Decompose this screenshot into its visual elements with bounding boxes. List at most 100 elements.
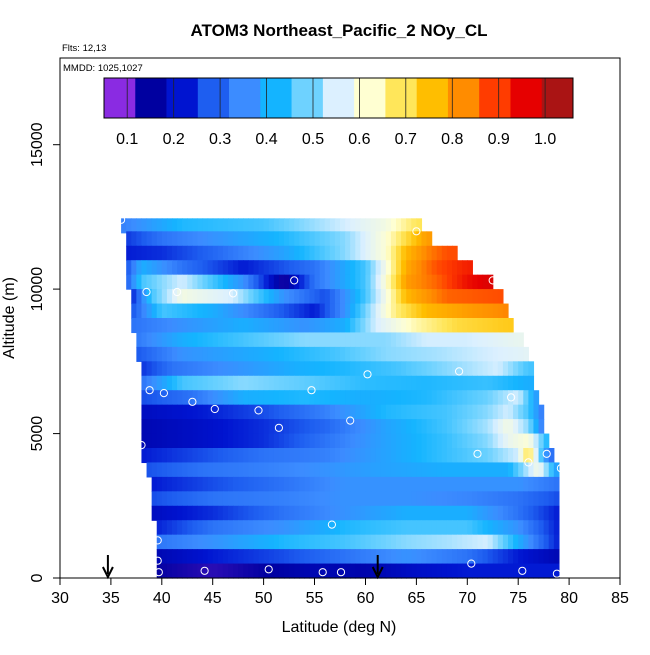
heatmap-cell (365, 289, 372, 305)
heatmap-cell (390, 419, 397, 435)
heatmap-cell (487, 274, 494, 290)
heatmap-cell (324, 361, 331, 377)
heatmap-cell (528, 390, 535, 406)
heatmap-cell (431, 245, 438, 261)
heatmap-cell (380, 549, 387, 565)
heatmap-cell (156, 289, 163, 305)
heatmap-cell (202, 549, 209, 565)
heatmap-cell (401, 318, 407, 334)
heatmap-cell (538, 419, 545, 435)
heatmap-cell (238, 260, 244, 276)
heatmap-cell (197, 433, 204, 449)
heatmap-cell (289, 505, 295, 521)
heatmap-cell (401, 231, 407, 247)
heatmap-cell (182, 332, 188, 348)
heatmap-cell (228, 505, 234, 521)
heatmap-cell (202, 534, 209, 550)
heatmap-cell (187, 534, 193, 550)
heatmap-cell (222, 375, 229, 391)
heatmap-cell (385, 375, 392, 391)
heatmap-cell (329, 404, 336, 420)
heatmap-cell (467, 332, 473, 348)
heatmap-cell (477, 462, 484, 478)
heatmap-cell (467, 318, 473, 334)
heatmap-cell (273, 218, 280, 234)
heatmap-cell (187, 346, 193, 362)
observation-point (507, 393, 516, 402)
heatmap-cell (253, 563, 260, 579)
heatmap-cell (212, 260, 219, 276)
heatmap-cell (421, 505, 428, 521)
heatmap-cell (345, 303, 351, 319)
heatmap-cell (396, 375, 402, 391)
heatmap-cell (177, 303, 183, 319)
heatmap-cell (360, 433, 367, 449)
heatmap-cell (299, 346, 305, 362)
heatmap-cell (299, 520, 305, 536)
heatmap-cell (446, 375, 453, 391)
heatmap-cell (502, 303, 509, 319)
heatmap-cell (492, 404, 499, 420)
heatmap-cell (166, 520, 173, 536)
observation-points (117, 215, 566, 578)
heatmap-cell (421, 476, 428, 492)
heatmap-cell (222, 332, 229, 348)
heatmap-cell (538, 404, 545, 420)
heatmap-cell (380, 505, 387, 521)
heatmap-cell (502, 491, 509, 507)
heatmap-cell (508, 404, 514, 420)
heatmap-cell (462, 563, 468, 579)
heatmap-cell (355, 433, 361, 449)
heatmap-cell (324, 534, 331, 550)
heatmap-cell (182, 274, 188, 290)
heatmap-cell (416, 303, 423, 319)
heatmap-cell (441, 274, 448, 290)
heatmap-cell (543, 520, 550, 536)
heatmap-cell (187, 289, 193, 305)
heatmap-cell (309, 520, 316, 536)
heatmap-cell (477, 361, 484, 377)
heatmap-cell (192, 231, 199, 247)
heatmap-cell (492, 491, 499, 507)
heatmap-cell (324, 520, 331, 536)
heatmap-cell (350, 419, 356, 435)
heatmap-cell (304, 260, 311, 276)
heatmap-cell (182, 318, 188, 334)
heatmap-cell (228, 419, 234, 435)
heatmap-cell (492, 289, 499, 305)
heatmap-cell (263, 448, 270, 464)
heatmap-cell (228, 534, 234, 550)
heatmap-cell (340, 448, 346, 464)
heatmap-cell (156, 476, 163, 492)
heatmap-cell (294, 534, 300, 550)
heatmap-cell (390, 346, 397, 362)
heatmap-cell (533, 520, 540, 536)
heatmap-cell (375, 218, 382, 234)
heatmap-cell (136, 245, 143, 261)
heatmap-cell (268, 404, 275, 420)
heatmap-cell (441, 505, 448, 521)
observation-point (336, 568, 346, 577)
heatmap-cell (166, 231, 173, 247)
heatmap-cell (482, 375, 489, 391)
heatmap-cell (233, 462, 239, 478)
heatmap-cell (436, 346, 443, 362)
x-tick-label: 55 (306, 590, 324, 607)
heatmap-cell (207, 404, 214, 420)
heatmap-cell (146, 390, 153, 406)
heatmap-cell (375, 404, 382, 420)
heatmap-cell (207, 361, 214, 377)
heatmap-cell (284, 218, 290, 234)
heatmap-cell (401, 520, 407, 536)
heatmap-cell (284, 332, 290, 348)
heatmap-cell (340, 505, 346, 521)
heatmap-cell (222, 520, 229, 536)
colorbar-swatch (135, 78, 167, 118)
heatmap-cell (289, 375, 295, 391)
heatmap-cell (202, 231, 209, 247)
heatmap-cell (284, 361, 290, 377)
heatmap-cell (151, 419, 158, 435)
heatmap-cell (309, 448, 316, 464)
heatmap-cell (345, 231, 351, 247)
heatmap-cell (161, 404, 168, 420)
